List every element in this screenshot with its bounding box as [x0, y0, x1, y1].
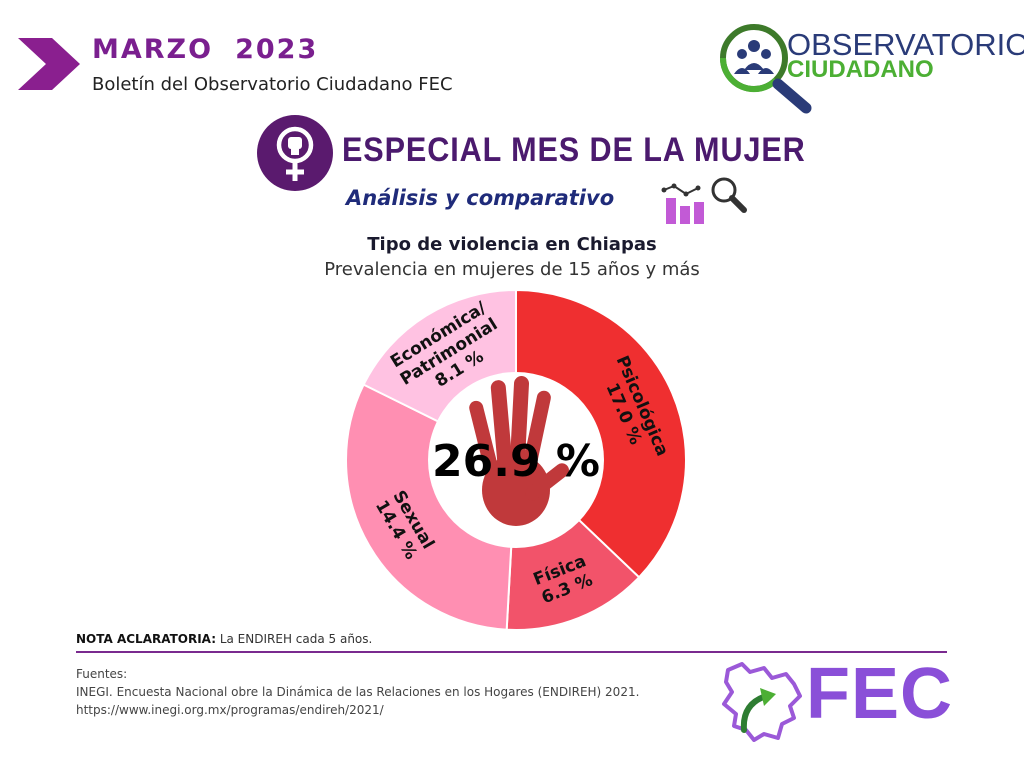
- chart-subtitle: Prevalencia en mujeres de 15 años y más: [324, 259, 700, 280]
- fec-logo-text: FEC: [806, 654, 953, 734]
- female-fist-icon: [257, 115, 333, 191]
- observatorio-logo-line2: CIUDADANO: [787, 56, 934, 83]
- chiapas-map-icon: [722, 662, 802, 742]
- analysis-subtitle: Análisis y comparativo: [346, 186, 615, 210]
- sources-label: Fuentes:: [76, 667, 128, 681]
- chevron-right-icon: [18, 38, 80, 90]
- bar-chart-magnifier-icon: [661, 177, 747, 224]
- hand-print-icon: [469, 376, 569, 526]
- bulletin-subtitle: Boletín del Observatorio Ciudadano FEC: [92, 74, 453, 95]
- observatorio-logo: [719, 24, 812, 114]
- source-link[interactable]: https://www.inegi.org.mx/programas/endir…: [76, 703, 384, 717]
- source-line-1: INEGI. Encuesta Nacional obre la Dinámic…: [76, 685, 640, 699]
- divider: [76, 651, 947, 653]
- special-title: ESPECIAL MES DE LA MUJER: [342, 131, 806, 169]
- note-text: La ENDIREH cada 5 años.: [219, 632, 373, 646]
- center-total-label: 26.9 %: [432, 436, 600, 487]
- observatorio-logo-line1: OBSERVATORIO: [787, 27, 1024, 62]
- donut-slice-0: [515, 288, 687, 579]
- note: NOTA ACLARATORIA: La ENDIREH cada 5 años…: [76, 632, 372, 646]
- bulletin-month: MARZO 2023: [92, 34, 319, 65]
- note-label: NOTA ACLARATORIA:: [76, 632, 216, 646]
- chart-title: Tipo de violencia en Chiapas: [367, 234, 657, 255]
